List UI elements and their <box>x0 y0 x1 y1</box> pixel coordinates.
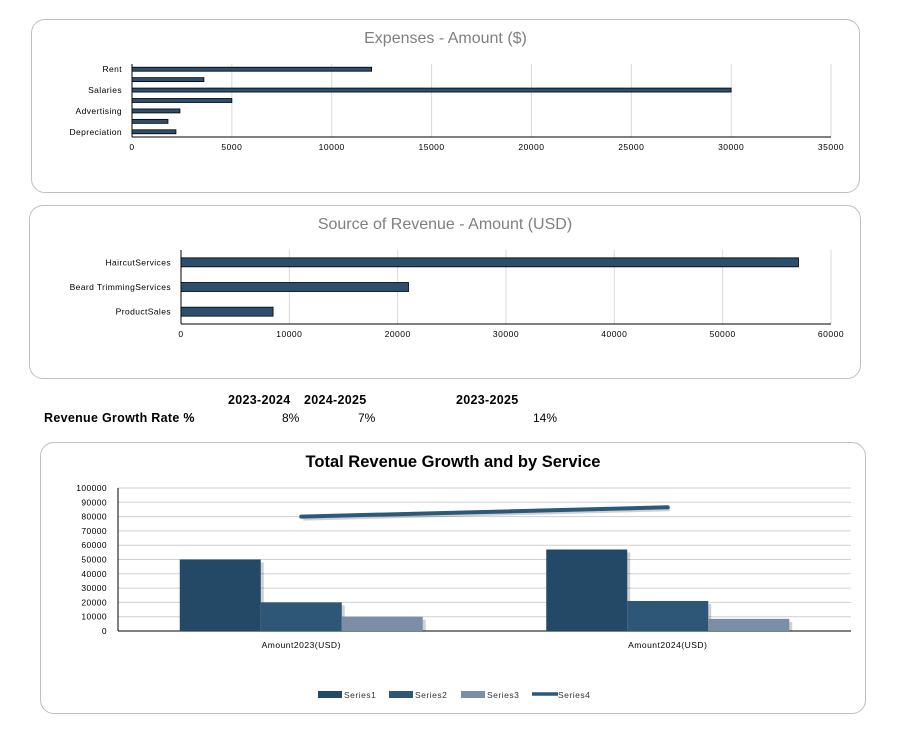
y-tick-label: 100000 <box>76 483 107 493</box>
bar <box>131 98 233 103</box>
growth-header-2023-2025: 2023-2025 <box>456 393 519 407</box>
category-label: Beard TrimmingServices <box>70 282 171 292</box>
bar-series3 <box>341 616 423 631</box>
x-tick-label: 20000 <box>518 142 544 152</box>
category-label: Advertising <box>76 106 122 116</box>
y-tick-label: 60000 <box>81 540 107 550</box>
x-tick-label: 50000 <box>710 329 736 339</box>
y-tick-label: 20000 <box>81 597 107 607</box>
bar <box>180 257 799 268</box>
bar <box>180 282 409 292</box>
expenses-chart-panel: Expenses - Amount ($) 0 5000 10000 15000 200… <box>31 19 860 193</box>
growth-header-2024-2025: 2024-2025 <box>304 393 367 407</box>
category-label: Amount2024(USD) <box>628 640 707 650</box>
total-revenue-chart-title: Total Revenue Growth and by Service <box>305 453 601 471</box>
legend-label: Series2 <box>415 690 447 700</box>
category-label: HaircutServices <box>105 257 171 267</box>
x-tick-label: 0 <box>178 329 183 339</box>
x-tick-label: 35000 <box>818 142 844 152</box>
legend-swatch <box>461 691 485 698</box>
bar-series2 <box>627 600 709 631</box>
category-label: Rent <box>102 64 122 74</box>
x-tick-label: 25000 <box>618 142 644 152</box>
x-tick-label: 0 <box>129 142 134 152</box>
legend-swatch <box>318 691 342 698</box>
growth-header-2023-2024: 2023-2024 <box>228 393 291 407</box>
bar <box>131 77 205 83</box>
growth-row-label: Revenue Growth Rate % <box>44 411 195 425</box>
bar <box>131 87 732 93</box>
expenses-chart-title: Expenses - Amount ($) <box>364 30 527 47</box>
bar <box>131 118 169 124</box>
x-tick-label: 40000 <box>601 329 627 339</box>
bar-series2 <box>260 602 342 631</box>
legend-swatch <box>389 691 413 698</box>
y-tick-label: 50000 <box>81 555 107 565</box>
y-tick-label: 40000 <box>81 569 107 579</box>
total-revenue-chart-panel: Total Revenue Growth and by Service 0 100… <box>40 442 866 714</box>
total-revenue-combo-chart: 0 10000 20000 30000 40000 50000 60000 70000 8000… <box>76 483 851 700</box>
revenue-source-chart-panel: Source of Revenue - Amount (USD) 0 10000 2… <box>29 205 861 379</box>
growth-value-2024-2025: 7% <box>358 411 376 425</box>
bar-series3 <box>708 618 790 631</box>
y-tick-label: 70000 <box>81 526 107 536</box>
category-label: Depreciation <box>69 127 122 137</box>
bar-series1 <box>546 549 628 631</box>
y-tick-label: 30000 <box>81 583 107 593</box>
y-tick-label: 0 <box>102 626 107 636</box>
bar <box>131 108 181 114</box>
x-tick-label: 10000 <box>276 329 302 339</box>
x-tick-label: 20000 <box>385 329 411 339</box>
legend-label: Series4 <box>558 690 590 700</box>
legend-label: Series1 <box>344 690 376 700</box>
bar <box>131 129 177 135</box>
x-tick-label: 5000 <box>221 142 242 152</box>
bar <box>131 66 373 72</box>
x-tick-label: 30000 <box>493 329 519 339</box>
x-tick-label: 10000 <box>319 142 345 152</box>
y-tick-label: 80000 <box>81 512 107 522</box>
growth-value-2023-2024: 8% <box>282 411 300 425</box>
category-label: Amount2023(USD) <box>262 640 341 650</box>
line-series4 <box>299 505 670 519</box>
x-tick-label: 60000 <box>818 329 844 339</box>
x-tick-label: 30000 <box>718 142 744 152</box>
y-tick-label: 10000 <box>81 612 107 622</box>
expenses-bar-chart: 0 5000 10000 15000 20000 25000 30000 35000 Rent S… <box>69 64 844 152</box>
y-tick-label: 90000 <box>81 497 107 507</box>
bar <box>180 306 274 317</box>
category-label: Salaries <box>88 85 122 95</box>
category-label: ProductSales <box>116 307 171 317</box>
legend-label: Series3 <box>487 690 519 700</box>
line-shadow <box>303 507 670 521</box>
revenue-source-chart-title: Source of Revenue - Amount (USD) <box>317 216 573 233</box>
bar-series1 <box>179 559 261 631</box>
revenue-source-bar-chart: 0 10000 20000 30000 40000 50000 60000 HaircutSe… <box>70 250 844 339</box>
x-tick-label: 15000 <box>419 142 445 152</box>
growth-value-2023-2025: 14% <box>533 411 558 425</box>
